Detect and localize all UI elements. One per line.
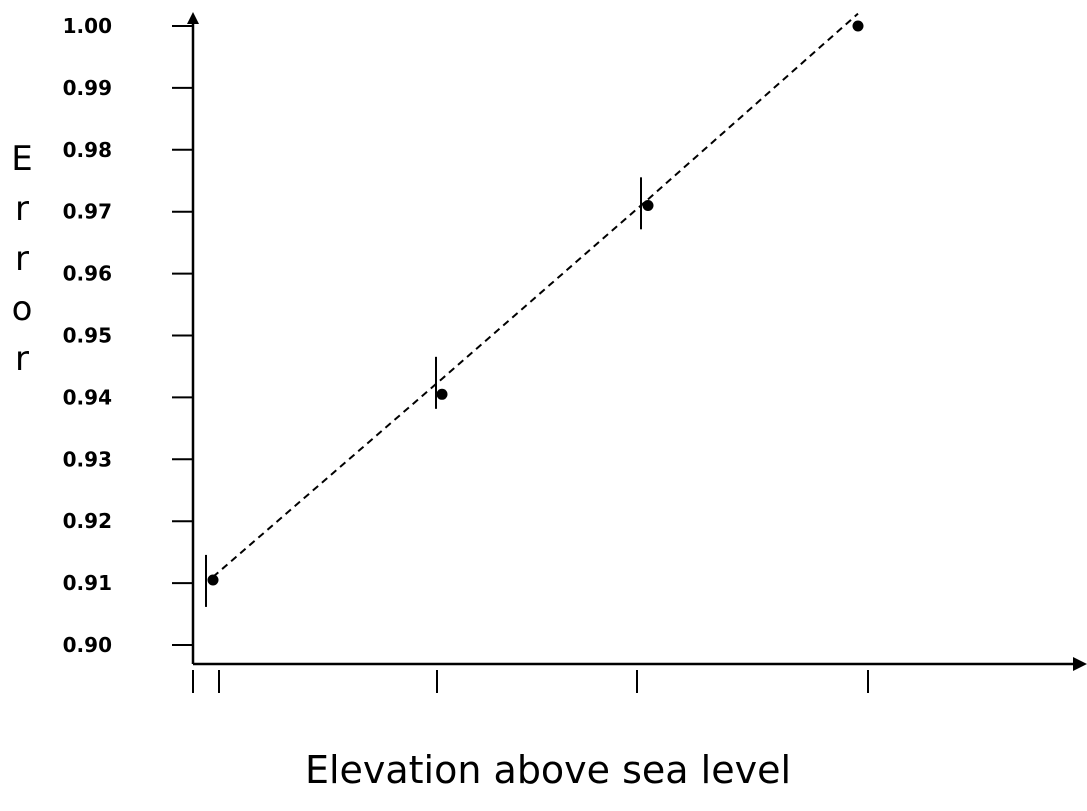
y-tick-label: 0.99 (63, 76, 112, 100)
data-point (852, 20, 864, 32)
y-axis-arrow-icon (187, 12, 199, 24)
x-axis-label: Elevation above sea level (305, 748, 791, 792)
x-axis (193, 657, 1087, 671)
y-tick-label: 0.91 (63, 571, 112, 595)
y-ticks: 0.90 0.91 0.92 0.93 0.94 0.95 0.96 0.97 0.98 0.99… (63, 14, 193, 657)
x-axis-arrow-icon (1073, 657, 1087, 671)
trend-line (212, 12, 859, 578)
data-point (207, 574, 219, 586)
data-point (436, 388, 448, 400)
data-point (642, 200, 654, 212)
trend-line-path (212, 12, 859, 578)
y-tick-label: 0.93 (63, 447, 112, 471)
x-ticks (192, 670, 869, 693)
y-tick-label: 0.96 (63, 262, 112, 286)
y-tick-label: 0.97 (63, 200, 112, 224)
data-points (207, 20, 864, 586)
error-bars (205, 177, 642, 607)
y-tick-label: 1.00 (63, 14, 112, 38)
y-tick-label: 0.94 (63, 385, 112, 409)
y-tick-label: 0.95 (63, 324, 112, 348)
y-tick-label: 0.90 (63, 633, 112, 657)
y-axis (187, 12, 199, 664)
y-tick-label: 0.92 (63, 509, 112, 533)
y-tick-label: 0.98 (63, 138, 112, 162)
